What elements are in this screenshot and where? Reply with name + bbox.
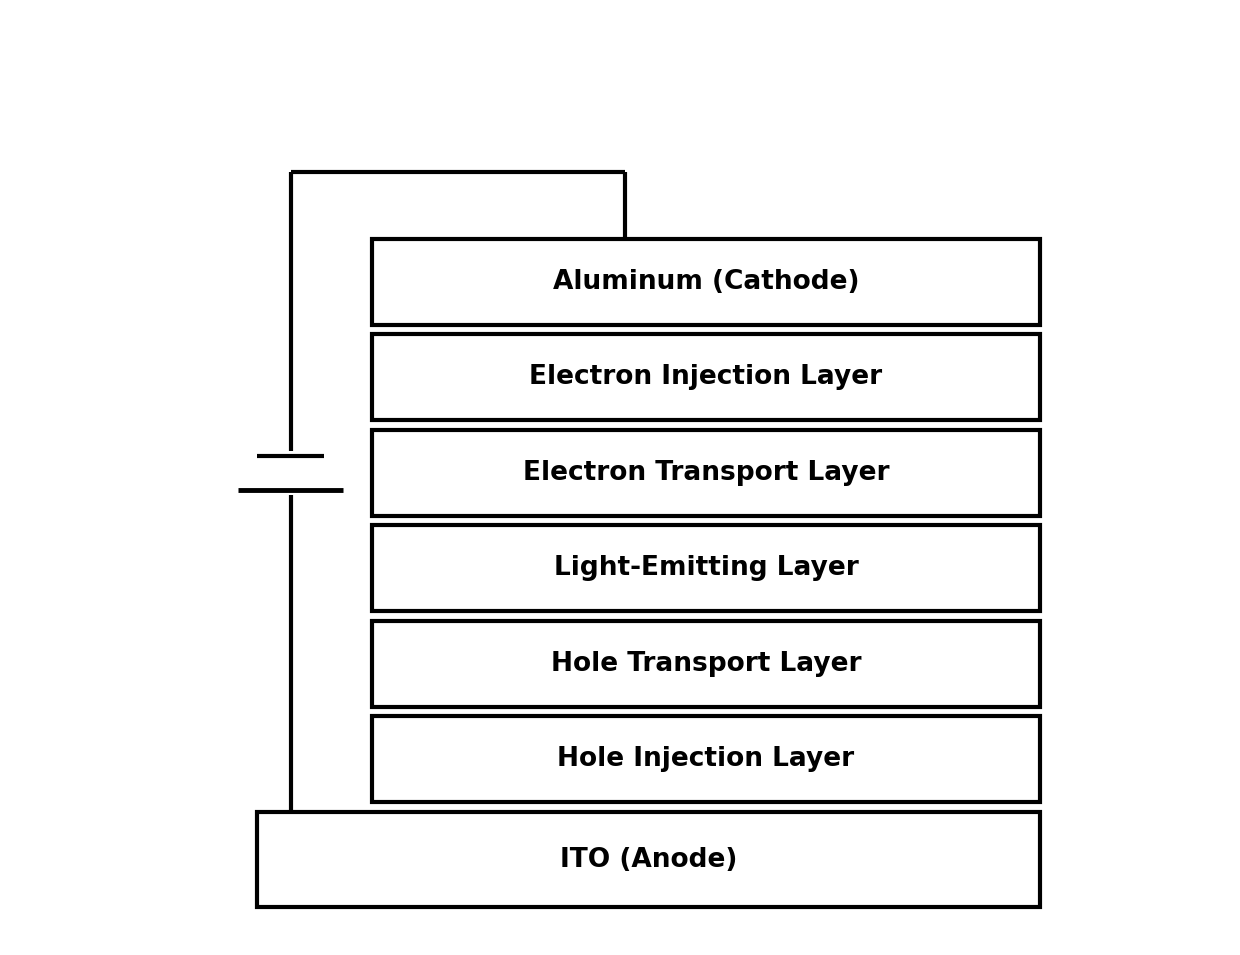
Text: Hole Transport Layer: Hole Transport Layer [551,650,862,677]
FancyBboxPatch shape [372,716,1040,802]
FancyBboxPatch shape [372,334,1040,420]
FancyBboxPatch shape [257,812,1040,907]
Text: Light-Emitting Layer: Light-Emitting Layer [553,555,858,582]
FancyBboxPatch shape [372,621,1040,707]
Text: Hole Injection Layer: Hole Injection Layer [558,746,854,773]
FancyBboxPatch shape [372,430,1040,516]
Text: Electron Injection Layer: Electron Injection Layer [529,364,883,391]
Text: Electron Transport Layer: Electron Transport Layer [523,459,889,486]
FancyBboxPatch shape [372,525,1040,611]
Text: ITO (Anode): ITO (Anode) [560,846,738,873]
FancyBboxPatch shape [372,239,1040,325]
Text: Aluminum (Cathode): Aluminum (Cathode) [553,268,859,295]
